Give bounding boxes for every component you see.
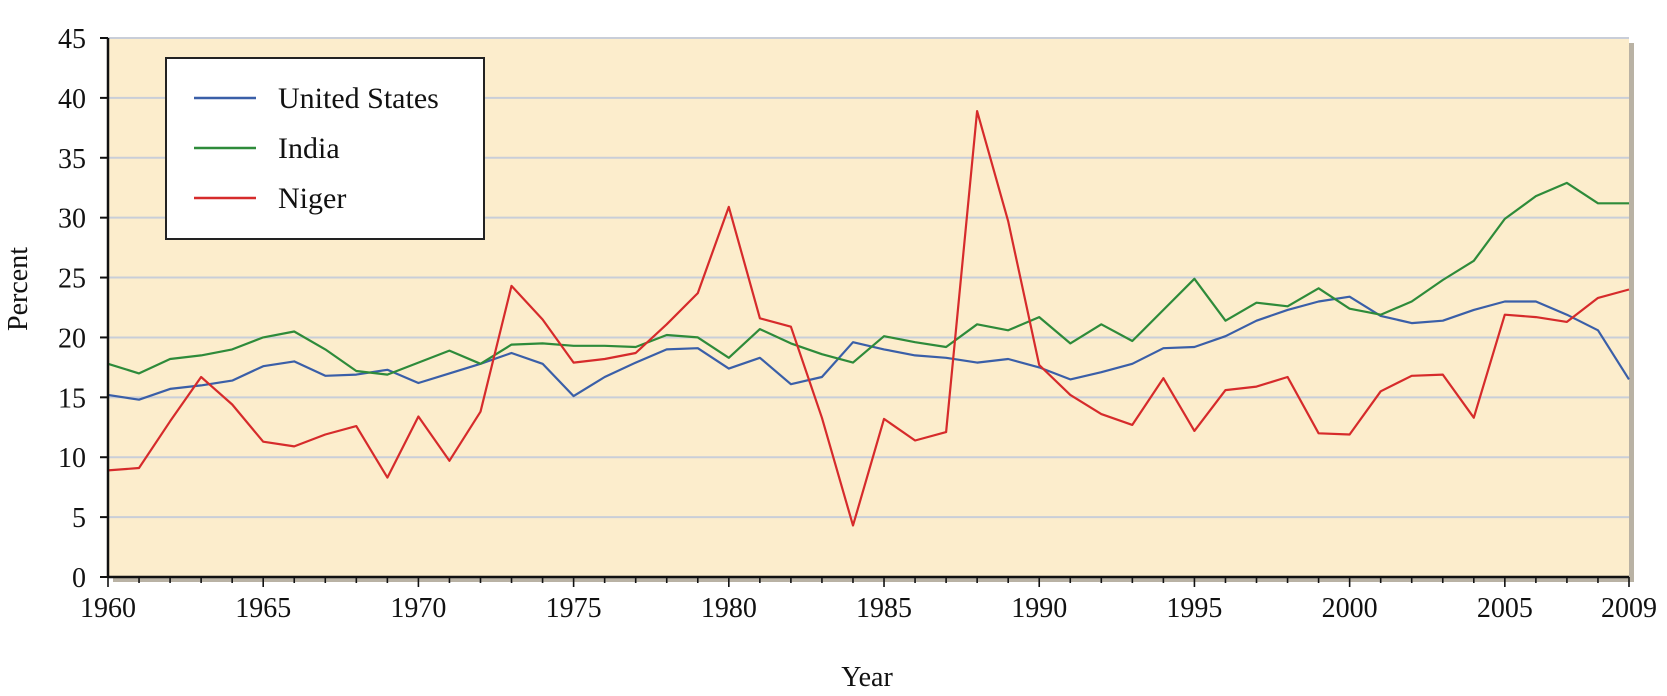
y-tick-label: 40 <box>58 84 86 115</box>
y-tick-label: 15 <box>58 383 86 414</box>
legend-label: United States <box>278 82 439 115</box>
x-tick-label: 1990 <box>1011 593 1067 624</box>
series-line-niger <box>107 109 1630 527</box>
x-tick-label: 1975 <box>546 593 602 624</box>
x-tick-label: 1960 <box>80 593 136 624</box>
y-tick-label: 30 <box>58 204 86 235</box>
legend-label: India <box>278 132 340 165</box>
y-tick-label: 0 <box>72 563 86 594</box>
x-tick-label: 2009 <box>1601 593 1657 624</box>
y-tick-label: 25 <box>58 264 86 295</box>
y-tick-label: 5 <box>72 503 86 534</box>
series-line-india <box>107 181 1629 376</box>
y-tick-label: 35 <box>58 144 86 175</box>
legend: United States India Niger <box>165 57 485 240</box>
series-lines <box>107 109 1630 527</box>
axes: 0 5 10 15 20 25 30 35 40 45 1960 1965 1970 1975 1980 19… <box>58 24 1657 624</box>
x-tick-label: 2005 <box>1477 593 1533 624</box>
legend-label: Niger <box>278 182 346 215</box>
x-axis-title: Year <box>841 662 893 693</box>
y-tick-label: 45 <box>58 24 86 55</box>
x-tick-label: 2000 <box>1322 593 1378 624</box>
y-axis-title: Percent <box>3 247 34 331</box>
x-tick-label: 1965 <box>235 593 291 624</box>
y-tick-label: 10 <box>58 443 86 474</box>
x-tick-label: 1970 <box>390 593 446 624</box>
x-tick-label: 1985 <box>856 593 912 624</box>
x-tick-label: 1995 <box>1166 593 1222 624</box>
y-tick-label: 20 <box>58 323 86 354</box>
x-tick-label: 1980 <box>701 593 757 624</box>
